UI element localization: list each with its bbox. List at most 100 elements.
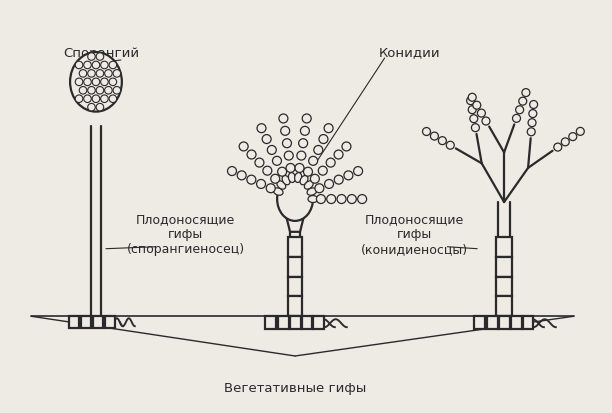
Circle shape bbox=[354, 167, 362, 176]
Circle shape bbox=[92, 96, 100, 103]
Circle shape bbox=[285, 152, 293, 161]
Text: Плодоносящие
гифы
(конидиеносцы): Плодоносящие гифы (конидиеносцы) bbox=[361, 213, 468, 256]
Circle shape bbox=[84, 96, 91, 103]
Circle shape bbox=[334, 151, 343, 159]
Circle shape bbox=[295, 164, 304, 173]
Bar bbox=[288, 297, 302, 316]
Circle shape bbox=[75, 79, 83, 86]
Ellipse shape bbox=[70, 53, 122, 112]
Circle shape bbox=[304, 168, 313, 177]
Text: Спорангий: Спорангий bbox=[63, 46, 139, 59]
Circle shape bbox=[75, 96, 83, 103]
Circle shape bbox=[430, 133, 438, 141]
Bar bbox=[288, 237, 302, 257]
Polygon shape bbox=[285, 212, 305, 232]
Circle shape bbox=[92, 79, 100, 86]
Circle shape bbox=[348, 195, 356, 204]
Bar bbox=[288, 277, 302, 297]
Bar bbox=[302, 316, 313, 330]
Circle shape bbox=[326, 159, 335, 168]
Circle shape bbox=[75, 62, 83, 69]
Circle shape bbox=[239, 142, 248, 152]
Bar bbox=[81, 316, 91, 328]
Circle shape bbox=[438, 138, 446, 145]
Circle shape bbox=[344, 171, 353, 180]
Circle shape bbox=[88, 71, 95, 78]
Circle shape bbox=[263, 167, 272, 176]
Circle shape bbox=[512, 115, 520, 123]
Circle shape bbox=[569, 133, 577, 141]
Text: Вегетативные гифы: Вегетативные гифы bbox=[224, 381, 366, 394]
Bar bbox=[313, 316, 324, 330]
Bar bbox=[510, 316, 521, 330]
Bar bbox=[289, 316, 300, 330]
Circle shape bbox=[272, 157, 282, 166]
Circle shape bbox=[96, 104, 103, 112]
Circle shape bbox=[88, 87, 95, 95]
Circle shape bbox=[529, 110, 537, 118]
Circle shape bbox=[79, 87, 87, 95]
Circle shape bbox=[255, 159, 264, 168]
Circle shape bbox=[279, 115, 288, 123]
Circle shape bbox=[466, 97, 475, 105]
Circle shape bbox=[337, 195, 346, 204]
Circle shape bbox=[96, 87, 103, 95]
Circle shape bbox=[357, 195, 367, 204]
Ellipse shape bbox=[282, 176, 290, 185]
Bar bbox=[496, 277, 512, 297]
Circle shape bbox=[561, 138, 569, 147]
Bar bbox=[264, 316, 275, 330]
Circle shape bbox=[516, 107, 524, 114]
Circle shape bbox=[113, 71, 121, 78]
Circle shape bbox=[468, 107, 476, 114]
Text: Конидии: Конидии bbox=[379, 46, 441, 59]
Circle shape bbox=[308, 157, 318, 166]
Circle shape bbox=[247, 176, 256, 185]
Circle shape bbox=[324, 180, 334, 189]
Circle shape bbox=[109, 62, 117, 69]
Circle shape bbox=[105, 71, 112, 78]
Circle shape bbox=[522, 89, 530, 97]
Bar bbox=[93, 316, 103, 328]
Circle shape bbox=[228, 167, 236, 176]
Circle shape bbox=[446, 142, 454, 150]
Circle shape bbox=[88, 54, 95, 61]
Circle shape bbox=[247, 151, 256, 159]
Circle shape bbox=[105, 87, 112, 95]
Circle shape bbox=[528, 128, 536, 136]
Ellipse shape bbox=[294, 173, 302, 183]
Ellipse shape bbox=[308, 196, 318, 203]
Circle shape bbox=[519, 98, 527, 106]
Circle shape bbox=[79, 71, 87, 78]
Circle shape bbox=[422, 128, 430, 136]
Circle shape bbox=[297, 152, 306, 161]
Circle shape bbox=[100, 79, 108, 86]
Circle shape bbox=[316, 195, 326, 204]
Circle shape bbox=[302, 115, 311, 123]
Circle shape bbox=[286, 164, 295, 173]
Bar bbox=[496, 237, 512, 257]
Circle shape bbox=[267, 146, 276, 155]
Bar bbox=[496, 257, 512, 277]
Circle shape bbox=[96, 54, 103, 61]
Circle shape bbox=[262, 135, 271, 144]
Circle shape bbox=[100, 62, 108, 69]
Circle shape bbox=[334, 176, 343, 185]
Ellipse shape bbox=[307, 188, 317, 196]
Ellipse shape bbox=[288, 173, 296, 183]
Circle shape bbox=[468, 94, 476, 102]
Bar bbox=[278, 316, 289, 330]
Bar bbox=[105, 316, 115, 328]
Circle shape bbox=[319, 135, 328, 144]
Circle shape bbox=[482, 118, 490, 126]
Circle shape bbox=[577, 128, 584, 136]
Bar bbox=[487, 316, 498, 330]
Bar bbox=[523, 316, 534, 330]
Circle shape bbox=[315, 184, 324, 193]
Bar bbox=[499, 316, 510, 330]
Circle shape bbox=[281, 127, 289, 136]
Circle shape bbox=[310, 175, 319, 184]
Bar bbox=[69, 316, 79, 328]
Ellipse shape bbox=[300, 176, 308, 185]
Circle shape bbox=[299, 140, 308, 148]
